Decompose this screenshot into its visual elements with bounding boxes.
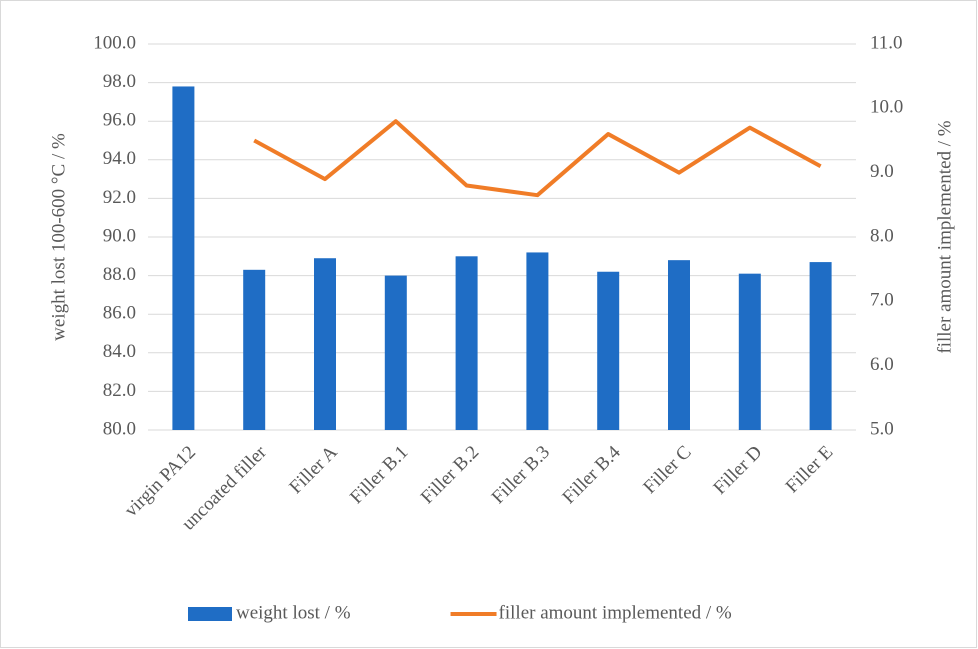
y-tick-label: 86.0 — [103, 303, 136, 324]
bar — [809, 262, 832, 430]
y2-tick-label: 10.0 — [870, 97, 903, 118]
y2-tick-label: 8.0 — [870, 225, 894, 246]
y2-tick-label: 5.0 — [870, 418, 894, 439]
y-tick-label: 84.0 — [103, 341, 136, 362]
y-tick-label: 80.0 — [103, 418, 136, 439]
y-axis-title: weight lost 100-600 °C / % — [48, 133, 69, 341]
line — [253, 119, 822, 198]
bar — [526, 252, 549, 430]
y2-tick-label: 9.0 — [870, 161, 894, 182]
y-tick-label: 82.0 — [103, 380, 136, 401]
bar — [314, 258, 336, 430]
bar — [384, 275, 407, 430]
bar — [738, 273, 761, 430]
bar — [455, 256, 478, 430]
bar — [597, 271, 620, 430]
y2-axis-title: filler amount implemented / % — [934, 120, 955, 353]
y-tick-label: 94.0 — [103, 148, 136, 169]
bar — [668, 260, 690, 430]
legend-label: weight lost / % — [236, 602, 351, 623]
y-tick-label: 88.0 — [103, 264, 136, 285]
legend-swatch — [188, 607, 232, 621]
y-tick-label: 96.0 — [103, 110, 136, 131]
y-tick-label: 90.0 — [103, 225, 136, 246]
y-tick-label: 92.0 — [103, 187, 136, 208]
y2-tick-label: 7.0 — [870, 290, 894, 311]
y-tick-label: 98.0 — [103, 71, 136, 92]
bar — [243, 269, 266, 430]
y-tick-label: 100.0 — [93, 32, 136, 53]
bar — [172, 86, 195, 431]
y2-tick-label: 11.0 — [870, 32, 903, 53]
y2-tick-label: 6.0 — [870, 354, 894, 375]
legend-label: filler amount implemented / % — [499, 602, 732, 623]
